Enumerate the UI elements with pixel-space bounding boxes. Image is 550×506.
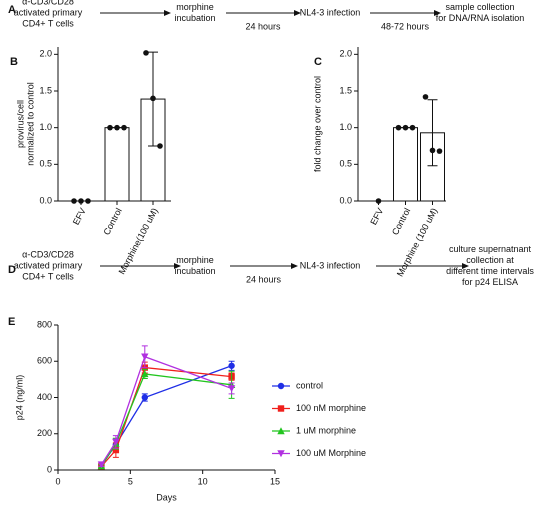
x-tick-label: 0 <box>55 476 60 486</box>
data-point <box>436 148 443 154</box>
data-point <box>141 370 149 378</box>
panel-label: B <box>10 56 18 68</box>
y-tick-label: 0.5 <box>339 159 352 169</box>
x-tick-label: Control <box>390 206 412 236</box>
y-tick-label: 1.0 <box>339 122 352 132</box>
legend-marker <box>277 382 285 390</box>
x-tick-label: 15 <box>270 476 280 486</box>
y-axis-label: fold change over control <box>312 76 322 172</box>
data-point <box>121 124 127 131</box>
data-point <box>112 446 120 454</box>
duration-label: 48-72 hours <box>381 21 430 31</box>
step-text: for p24 ELISA <box>462 277 518 287</box>
data-point <box>227 385 236 393</box>
step-text: sample collection <box>445 2 514 12</box>
y-tick-label: 1.0 <box>39 122 52 132</box>
data-point <box>114 124 120 131</box>
data-point <box>157 143 163 149</box>
x-tick-label: 10 <box>198 476 208 486</box>
bar <box>104 127 130 202</box>
step-text: morphine <box>176 255 214 265</box>
step-text: NL4-3 infection <box>300 7 361 17</box>
panel-label: E <box>8 316 15 328</box>
y-axis-label: normalized to control <box>25 82 35 166</box>
data-point <box>429 147 436 154</box>
y-tick-label: 0 <box>47 464 52 474</box>
step-text: different time intervals <box>446 266 534 276</box>
y-tick-label: 0.0 <box>339 195 352 205</box>
legend-label: 100 uM Morphine <box>296 448 366 458</box>
step-text: culture supernatnant <box>449 244 532 254</box>
y-tick-label: 1.5 <box>339 85 352 95</box>
step-text: incubation <box>174 266 215 276</box>
x-tick-label: Control <box>101 206 123 236</box>
panel-label: A <box>8 4 16 16</box>
x-tick-label: EFV <box>368 206 385 226</box>
step-text: α-CD3/CD28 <box>22 249 74 259</box>
data-point <box>395 124 402 131</box>
legend-label: 1 uM morphine <box>296 425 356 435</box>
duration-label: 24 hours <box>245 21 281 31</box>
data-point <box>143 50 149 56</box>
legend-label: control <box>296 380 323 390</box>
y-tick-label: 600 <box>37 356 52 366</box>
data-point <box>107 124 113 131</box>
y-tick-label: 1.5 <box>39 85 52 95</box>
data-point <box>150 95 156 102</box>
legend-marker <box>277 450 285 458</box>
series-line <box>100 355 232 465</box>
data-point <box>97 461 106 469</box>
y-axis-label: p24 (ng/ml) <box>14 375 24 421</box>
legend-label: 100 nM morphine <box>296 403 366 413</box>
data-point <box>422 94 429 100</box>
step-text: CD4+ T cells <box>22 18 74 28</box>
x-tick-label: EFV <box>71 206 88 226</box>
series-line <box>100 373 232 467</box>
bar <box>393 127 418 202</box>
panel-label: D <box>8 264 16 276</box>
y-tick-label: 0.0 <box>39 195 52 205</box>
data-point <box>71 198 77 204</box>
duration-label: 24 hours <box>246 274 282 284</box>
step-text: incubation <box>174 13 215 23</box>
y-tick-label: 200 <box>37 428 52 438</box>
data-point <box>228 362 235 369</box>
y-tick-label: 2.0 <box>39 49 52 59</box>
y-axis-label: provirus/cell <box>15 100 25 148</box>
data-point <box>141 394 148 401</box>
step-text: activated primary <box>14 7 83 17</box>
legend-marker <box>277 405 285 412</box>
data-point <box>85 198 91 204</box>
step-text: CD4+ T cells <box>22 271 74 281</box>
y-tick-label: 2.0 <box>339 49 352 59</box>
step-text: activated primary <box>14 260 83 270</box>
step-text: morphine <box>176 2 214 12</box>
y-tick-label: 800 <box>37 319 52 329</box>
legend-marker <box>277 427 285 435</box>
data-point <box>141 353 149 361</box>
data-point <box>402 124 409 131</box>
error-bar <box>427 99 438 167</box>
step-text: collection at <box>466 255 514 265</box>
data-point <box>112 438 120 446</box>
step-text: α-CD3/CD28 <box>22 0 74 6</box>
y-tick-label: 400 <box>37 392 52 402</box>
x-tick-label: 5 <box>128 476 133 486</box>
data-point <box>409 124 416 131</box>
step-text: for DNA/RNA isolation <box>436 13 525 23</box>
panel-label: C <box>314 56 322 68</box>
y-tick-label: 0.5 <box>39 159 52 169</box>
x-axis-label: Days <box>156 492 177 502</box>
step-text: NL4-3 infection <box>300 260 361 270</box>
